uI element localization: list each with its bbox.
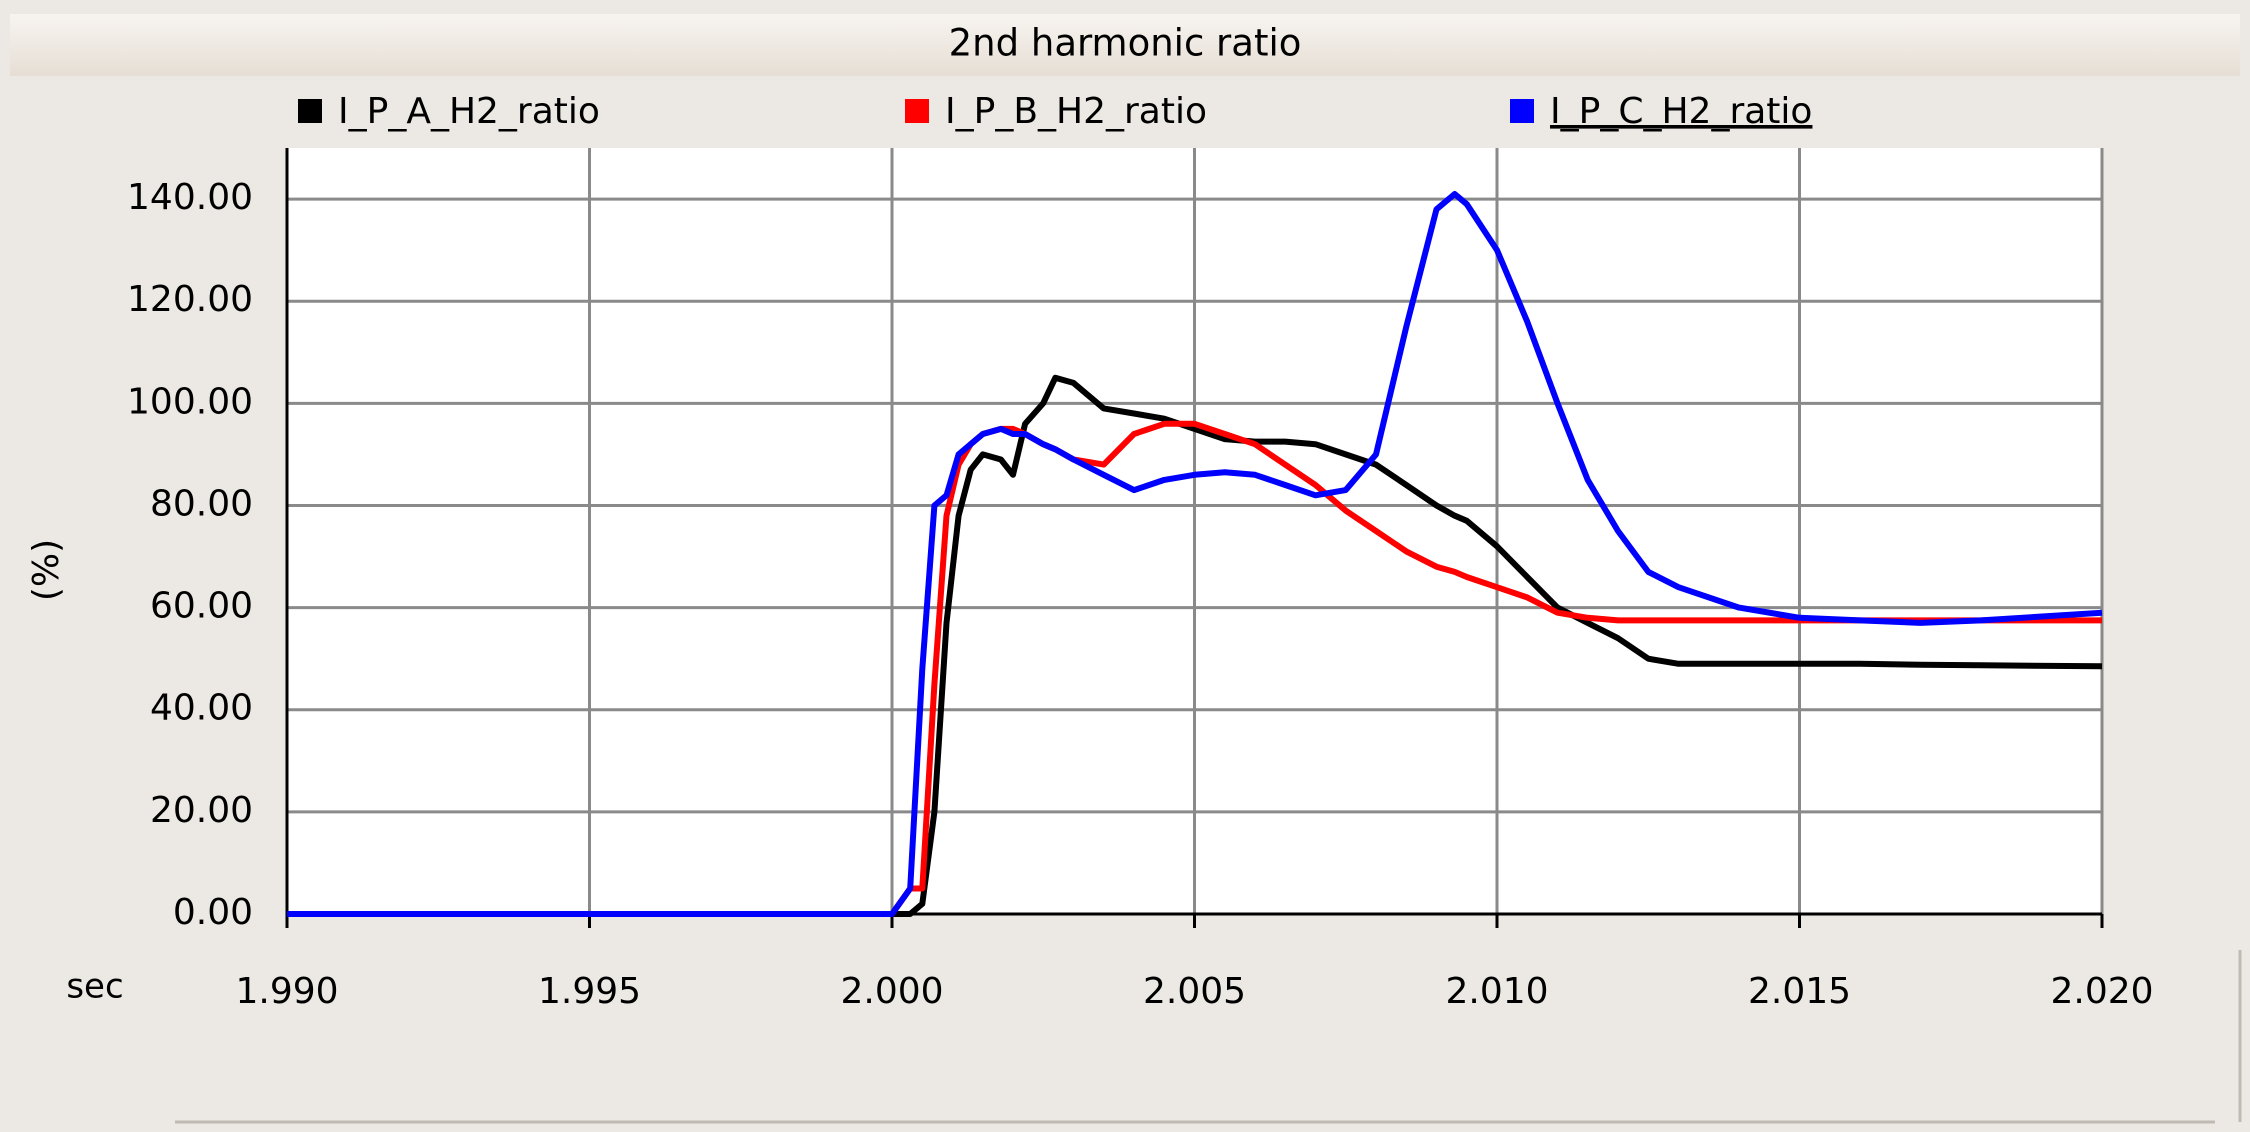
x-tick-label: 2.005 [1143, 971, 1246, 1012]
title-bar [10, 14, 2240, 76]
y-tick-label: 120.00 [127, 279, 253, 320]
y-tick-label: 60.00 [150, 586, 253, 627]
x-tick-label: 2.015 [1748, 971, 1851, 1012]
y-tick-label: 40.00 [150, 688, 253, 729]
legend-swatch [1510, 99, 1534, 123]
y-tick-label: 140.00 [127, 177, 253, 218]
y-tick-label: 20.00 [150, 790, 253, 831]
y-tick-label: 0.00 [173, 892, 253, 933]
y-tick-label: 80.00 [150, 483, 253, 524]
legend-swatch [298, 99, 322, 123]
legend-label: I_P_A_H2_ratio [338, 91, 600, 132]
legend: I_P_A_H2_ratio I_P_B_H2_ratio I_P_C_H2_rat… [298, 91, 1812, 132]
x-tick-label: 2.020 [2050, 971, 2153, 1012]
x-tick-label: 2.010 [1445, 971, 1548, 1012]
series-line [287, 191, 2103, 917]
x-axis-label: sec [66, 967, 123, 1007]
lines [287, 191, 2103, 917]
x-tick-label: 1.990 [235, 971, 338, 1012]
legend-swatch [905, 99, 929, 123]
y-axis-label: (%) [26, 539, 67, 601]
x-tick-label: 2.000 [840, 971, 943, 1012]
x-tick-label: 1.995 [538, 971, 641, 1012]
series-line [287, 374, 2103, 917]
y-tick-label: 100.00 [127, 381, 253, 422]
chart-title: 2nd harmonic ratio [949, 22, 1302, 65]
legend-label: I_P_C_H2_ratio [1550, 91, 1812, 132]
legend-label: I_P_B_H2_ratio [945, 91, 1207, 132]
